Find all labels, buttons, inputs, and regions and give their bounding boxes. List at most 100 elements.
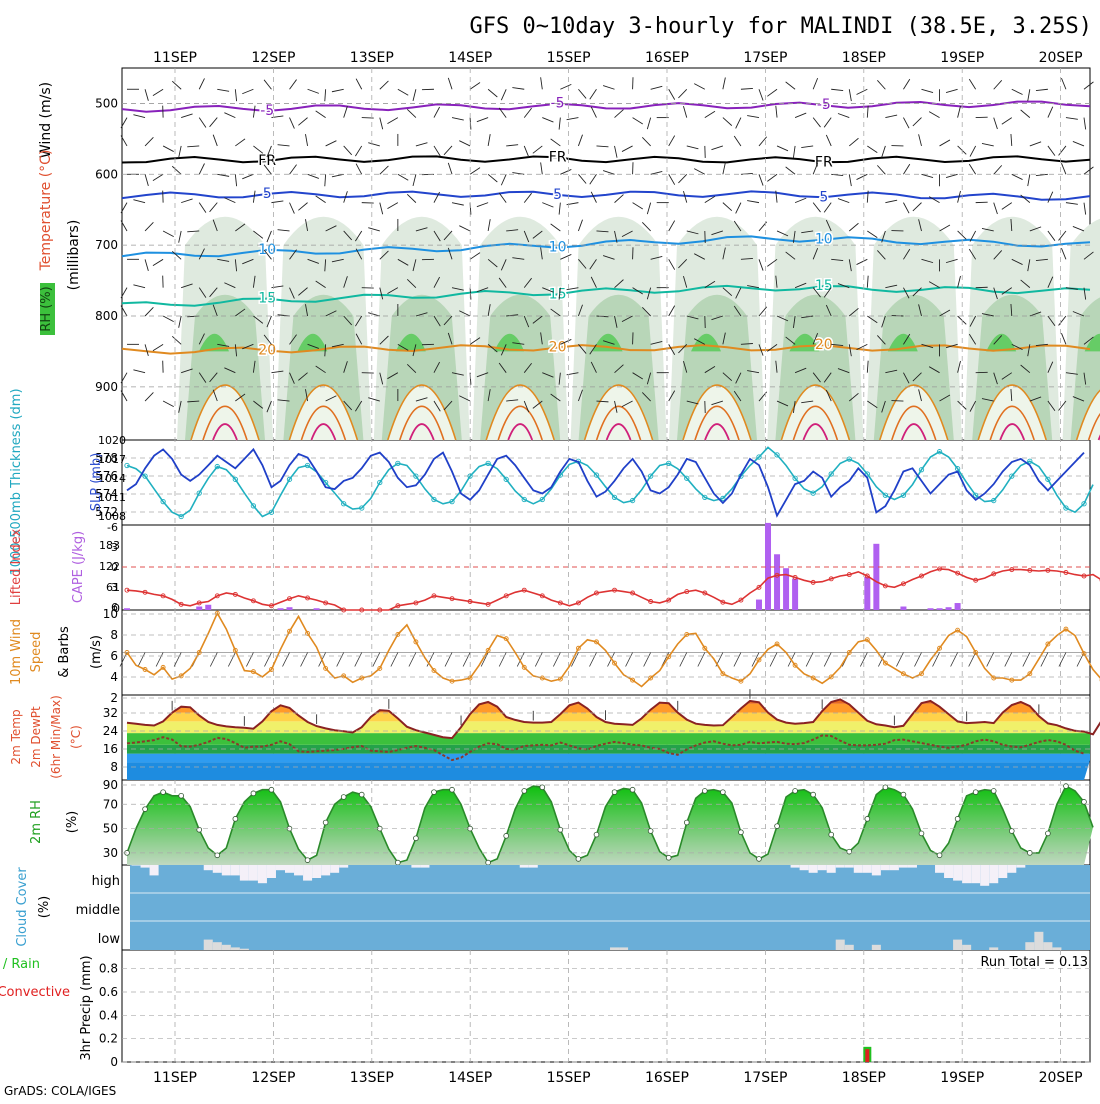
cloud-low-bar	[1034, 932, 1043, 950]
cloud-high-bar	[285, 865, 294, 873]
rh-point	[793, 789, 798, 794]
rh-point	[991, 789, 996, 794]
cloud-low-bar	[962, 945, 971, 950]
rh-point	[865, 816, 870, 821]
date-label-top: 20SEP	[1039, 50, 1083, 66]
cape-bar	[124, 608, 130, 610]
slp-axis-label: SLP (mb)	[89, 453, 104, 512]
date-label-bottom: 14SEP	[448, 1070, 492, 1086]
cloud-high-bar	[420, 865, 429, 868]
rh-point	[486, 860, 491, 865]
cloud-high-bar	[962, 865, 971, 883]
cloud-high-bar	[881, 865, 890, 870]
rh-point	[305, 858, 310, 863]
rh-point	[323, 820, 328, 825]
date-label-top: 14SEP	[448, 50, 492, 66]
cape-bar	[873, 544, 879, 610]
cloud-high-bar	[267, 865, 276, 878]
rh-tick-label: 50	[103, 822, 118, 836]
precip-tick-label: 0	[110, 1055, 118, 1069]
date-label-top: 18SEP	[842, 50, 886, 66]
rh-point	[179, 793, 184, 798]
isotherm-label: 15	[815, 278, 833, 294]
isotherm-label: 5	[819, 189, 828, 205]
cloud-high-bar	[827, 865, 836, 873]
cloud-high-bar	[818, 865, 827, 870]
rh-point	[775, 824, 780, 829]
cloud-high-bar	[908, 865, 917, 868]
cloud-high-bar	[980, 865, 989, 886]
temp-tick-label: 90	[103, 778, 118, 792]
date-label-bottom: 11SEP	[153, 1070, 197, 1086]
date-label-bottom: 16SEP	[645, 1070, 689, 1086]
slp-tick-label: 1020	[98, 434, 126, 447]
rh-point	[504, 833, 509, 838]
isotherm-label: 20	[815, 337, 833, 353]
rh-point	[1045, 831, 1050, 836]
cloud-high-bar	[1016, 865, 1025, 868]
cloud-low-bar	[610, 947, 619, 950]
temp-band	[122, 762, 1090, 780]
precip-tick-label: 0.4	[99, 1008, 118, 1022]
isotherm-label: 5	[553, 187, 562, 203]
rh-point	[233, 816, 238, 821]
cloud-low-bar	[1025, 942, 1034, 950]
isotherm-label: 20	[549, 340, 567, 356]
cloud-high-bar	[872, 865, 881, 875]
precip-tick-label: 0.2	[99, 1032, 118, 1046]
precip-convective-bar	[865, 1049, 869, 1062]
temp-tick-label: 16	[103, 742, 118, 756]
cloud-high-bar	[800, 865, 809, 870]
cloud-high-bar	[330, 865, 339, 873]
wind-tick-label: 4	[110, 670, 118, 684]
wind-axis-label: Speed	[29, 632, 44, 673]
cloud-high-bar	[989, 865, 998, 883]
cloud-high-bar	[204, 865, 213, 870]
cape-tick-label: 183	[99, 539, 120, 552]
rh-point	[757, 857, 762, 862]
cloud-high-bar	[791, 865, 800, 868]
cloud-high-bar	[294, 865, 303, 875]
date-label-bottom: 17SEP	[743, 1070, 787, 1086]
cloud-high-bar	[1007, 865, 1016, 873]
precip-legend-total: Total / Rain	[0, 957, 40, 972]
cloud-low-bar	[836, 940, 845, 950]
isotherm-label: -5	[260, 103, 274, 119]
cape-bar	[864, 577, 870, 610]
cloud-level-label: low	[98, 932, 121, 947]
lifted-axis-label: Lifted Index	[9, 528, 24, 605]
rh-point	[666, 855, 671, 860]
rh-point	[395, 860, 400, 865]
rh-point	[648, 829, 653, 834]
wind-tick-label: 8	[110, 628, 118, 642]
rh-point	[612, 790, 617, 795]
cloud-low-bar	[989, 947, 998, 950]
cloud-low-bar	[222, 945, 231, 950]
rh-point	[937, 853, 942, 858]
cloud-high-bar	[312, 865, 321, 878]
temp-axis-label: (°C)	[69, 725, 83, 749]
rh-point	[1082, 799, 1087, 804]
date-label-bottom: 13SEP	[350, 1070, 394, 1086]
rh-point	[829, 832, 834, 837]
precip-tick-label: 0.8	[99, 962, 118, 976]
pressure-axis-label: (millibars)	[66, 220, 82, 291]
rh-point	[341, 795, 346, 800]
rh-tick-label: 70	[103, 797, 118, 811]
cape-tick-label: 122	[99, 560, 120, 573]
date-label-top: 12SEP	[251, 50, 295, 66]
temp-tick-label: 8	[110, 760, 118, 774]
cloud-high-bar	[258, 865, 267, 883]
cloud-low-bar	[845, 945, 854, 950]
wind-axis-label: 10m Wind	[9, 619, 24, 685]
rh-point	[883, 785, 888, 790]
cloud-high-bar	[303, 865, 312, 881]
date-label-top: 15SEP	[547, 50, 591, 66]
cloud-high-bar	[953, 865, 962, 881]
cape-bar	[937, 608, 943, 610]
legend-wind: Wind (m/s)	[38, 82, 54, 158]
rh-point	[630, 787, 635, 792]
cloud-high-bar	[836, 865, 845, 868]
temp-tick-label: 32	[103, 706, 118, 720]
